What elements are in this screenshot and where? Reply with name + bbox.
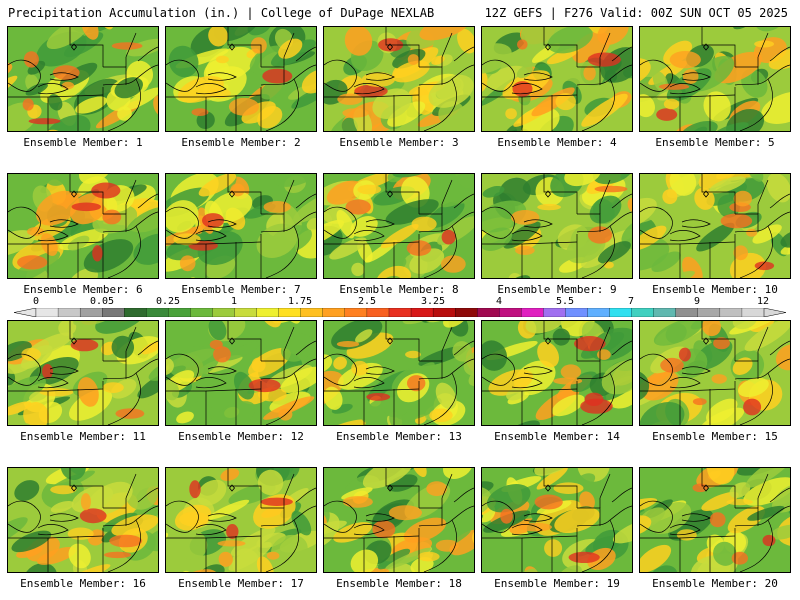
colorbar-swatch	[212, 308, 235, 317]
colorbar-tick-label: 5.5	[555, 296, 575, 307]
colorbar-tick-label: 3.25	[420, 296, 446, 307]
ensemble-member-map	[7, 320, 159, 426]
colorbar-min-arrow	[14, 308, 37, 317]
colorbar-tick-label: 2.5	[357, 296, 377, 307]
ensemble-member-label: Ensemble Member: 20	[652, 577, 778, 590]
ensemble-member-label: Ensemble Member: 14	[494, 430, 620, 443]
colorbar-tick-label: 9	[693, 296, 701, 307]
colorbar-tick-label: 7	[627, 296, 635, 307]
colorbar-max-arrow	[763, 308, 786, 317]
colorbar-swatch	[124, 308, 147, 317]
ensemble-member-label: Ensemble Member: 8	[339, 283, 459, 296]
colorbar-swatch	[146, 308, 169, 317]
ensemble-member-label: Ensemble Member: 3	[339, 136, 459, 149]
ensemble-member-label: Ensemble Member: 1	[23, 136, 143, 149]
ensemble-member-map	[639, 467, 791, 573]
ensemble-member-map	[165, 173, 317, 279]
colorbar-swatch	[653, 308, 677, 317]
colorbar-swatch	[741, 308, 765, 317]
colorbar-swatch	[454, 308, 478, 317]
colorbar-swatch	[631, 308, 655, 317]
colorbar-swatch	[499, 308, 522, 317]
colorbar-swatch	[57, 308, 81, 317]
precip-colorbar	[14, 308, 786, 317]
colorbar-swatch	[35, 308, 59, 317]
colorbar-swatch	[719, 308, 743, 317]
ensemble-member-map	[639, 173, 791, 279]
colorbar-swatch	[565, 308, 588, 317]
colorbar-swatch	[543, 308, 566, 317]
ensemble-member-label: Ensemble Member: 2	[181, 136, 301, 149]
ensemble-member-map	[7, 467, 159, 573]
colorbar-swatch	[300, 308, 324, 317]
colorbar-swatch	[432, 308, 456, 317]
ensemble-member-label: Ensemble Member: 13	[336, 430, 462, 443]
ensemble-member-map	[481, 26, 633, 132]
ensemble-member-map	[481, 467, 633, 573]
ensemble-member-map	[323, 467, 475, 573]
ensemble-member-map	[323, 26, 475, 132]
run-valid-time: 12Z GEFS | F276 Valid: 00Z SUN OCT 05 20…	[484, 6, 788, 20]
colorbar-tick-label: 0.05	[89, 296, 115, 307]
colorbar-swatch	[388, 308, 412, 317]
colorbar-swatch	[344, 308, 368, 317]
colorbar-swatch	[609, 308, 633, 317]
ensemble-member-label: Ensemble Member: 19	[494, 577, 620, 590]
colorbar-tick-label: 0.25	[155, 296, 181, 307]
ensemble-member-label: Ensemble Member: 7	[181, 283, 301, 296]
colorbar-tick-label: 12	[756, 296, 770, 307]
ensemble-member-label: Ensemble Member: 12	[178, 430, 304, 443]
ensemble-member-map	[481, 173, 633, 279]
colorbar-swatch	[234, 308, 258, 317]
colorbar-swatch	[697, 308, 721, 317]
ensemble-member-label: Ensemble Member: 6	[23, 283, 143, 296]
ensemble-member-label: Ensemble Member: 15	[652, 430, 778, 443]
colorbar-tick-label: 0	[32, 296, 40, 307]
colorbar-swatch	[102, 308, 125, 317]
ensemble-member-map	[481, 320, 633, 426]
ensemble-member-label: Ensemble Member: 4	[497, 136, 617, 149]
ensemble-member-label: Ensemble Member: 11	[20, 430, 146, 443]
colorbar-swatch	[521, 308, 544, 317]
colorbar-swatch	[190, 308, 213, 317]
ensemble-member-map	[7, 173, 159, 279]
ensemble-member-label: Ensemble Member: 10	[652, 283, 778, 296]
map-title: Precipitation Accumulation (in.) | Colle…	[8, 6, 435, 20]
colorbar-swatch	[168, 308, 191, 317]
colorbar-swatch	[675, 308, 699, 317]
colorbar-swatch	[410, 308, 434, 317]
ensemble-member-label: Ensemble Member: 16	[20, 577, 146, 590]
colorbar-swatch	[587, 308, 611, 317]
ensemble-member-label: Ensemble Member: 17	[178, 577, 304, 590]
colorbar-tick-label: 1.75	[287, 296, 313, 307]
ensemble-member-map	[165, 26, 317, 132]
ensemble-member-map	[7, 26, 159, 132]
colorbar-swatch	[322, 308, 346, 317]
ensemble-member-map	[639, 320, 791, 426]
colorbar-swatch	[278, 308, 302, 317]
colorbar-swatch	[477, 308, 500, 317]
ensemble-member-map	[323, 320, 475, 426]
ensemble-member-map	[165, 467, 317, 573]
colorbar-swatch	[256, 308, 280, 317]
ensemble-member-label: Ensemble Member: 5	[655, 136, 775, 149]
colorbar-tick-label: 4	[495, 296, 503, 307]
ensemble-member-map	[165, 320, 317, 426]
ensemble-member-map	[323, 173, 475, 279]
ensemble-member-map	[639, 26, 791, 132]
colorbar-swatch	[366, 308, 390, 317]
ensemble-member-label: Ensemble Member: 9	[497, 283, 617, 296]
colorbar-swatch	[79, 308, 103, 317]
colorbar-tick-label: 1	[230, 296, 238, 307]
ensemble-member-label: Ensemble Member: 18	[336, 577, 462, 590]
